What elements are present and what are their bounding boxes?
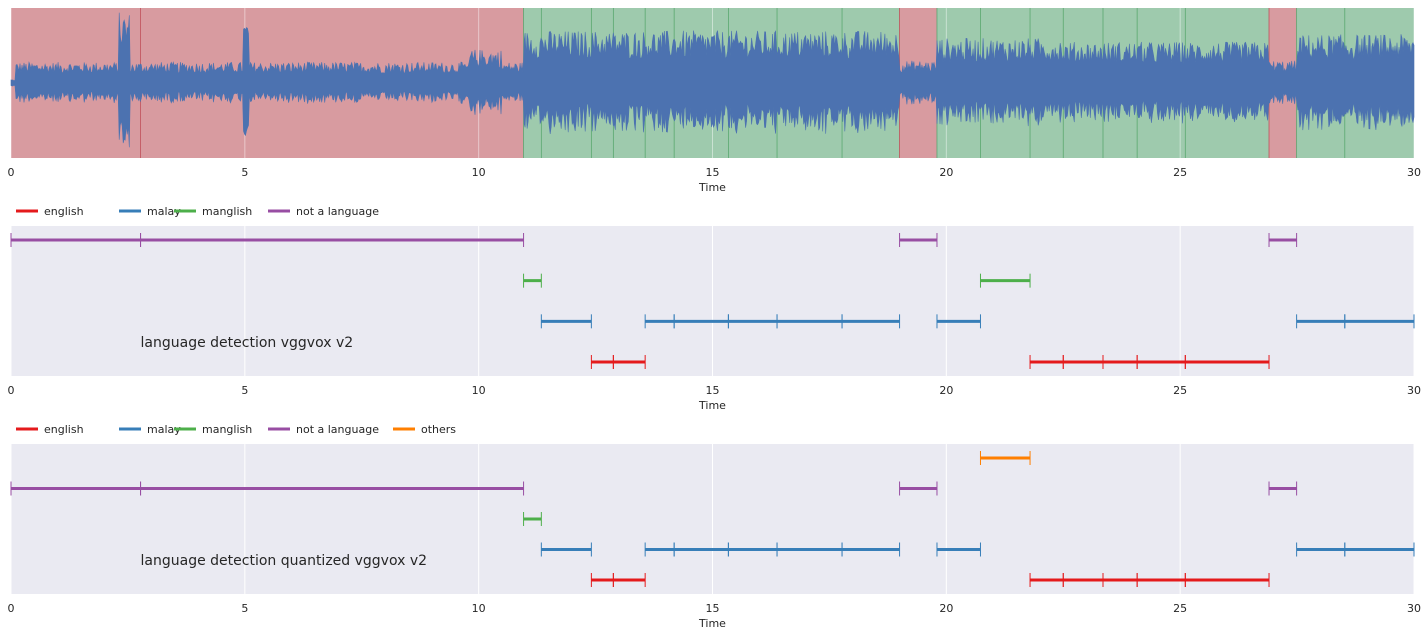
- x-axis-label: Time: [698, 399, 726, 412]
- x-tick-label: 15: [706, 602, 720, 615]
- x-tick-label: 5: [241, 602, 248, 615]
- chart-title: language detection quantized vggvox v2: [141, 553, 428, 569]
- x-tick-label: 30: [1407, 384, 1421, 397]
- quantized-vggvox-panel: english malay manglish not a language others…: [8, 423, 1422, 630]
- legend-label: english: [44, 205, 84, 218]
- x-tick-label: 15: [706, 384, 720, 397]
- x-tick-label: 10: [472, 602, 486, 615]
- audio-waveform: [10, 12, 1415, 148]
- x-tick-label: 25: [1173, 602, 1187, 615]
- legend-label: manglish: [202, 423, 252, 436]
- vggvox-panel: english malay manglish not a language langua…: [8, 205, 1422, 412]
- x-tick-label: 20: [939, 166, 953, 179]
- x-tick-label: 0: [8, 166, 15, 179]
- x-tick-label: 20: [939, 602, 953, 615]
- x-tick-label: 10: [472, 384, 486, 397]
- x-tick-label: 25: [1173, 166, 1187, 179]
- legend-label: english: [44, 423, 84, 436]
- x-tick-label: 0: [8, 384, 15, 397]
- x-axis-label: Time: [698, 617, 726, 630]
- x-tick-label: 25: [1173, 384, 1187, 397]
- x-tick-label: 30: [1407, 602, 1421, 615]
- legend-label: others: [421, 423, 456, 436]
- x-tick-label: 0: [8, 602, 15, 615]
- legend-label: not a language: [296, 423, 379, 436]
- legend-label: not a language: [296, 205, 379, 218]
- x-tick-label: 30: [1407, 166, 1421, 179]
- x-tick-label: 10: [472, 166, 486, 179]
- x-axis-label: Time: [698, 181, 726, 194]
- legend-label: manglish: [202, 205, 252, 218]
- x-tick-label: 20: [939, 384, 953, 397]
- legend-label: malay: [147, 423, 181, 436]
- x-tick-label: 5: [241, 384, 248, 397]
- x-tick-label: 15: [706, 166, 720, 179]
- legend-label: malay: [147, 205, 181, 218]
- waveform-panel: 0 5 10 15 20 25 30 Time: [8, 8, 1421, 194]
- chart-title: language detection vggvox v2: [141, 335, 354, 351]
- x-tick-label: 5: [241, 166, 248, 179]
